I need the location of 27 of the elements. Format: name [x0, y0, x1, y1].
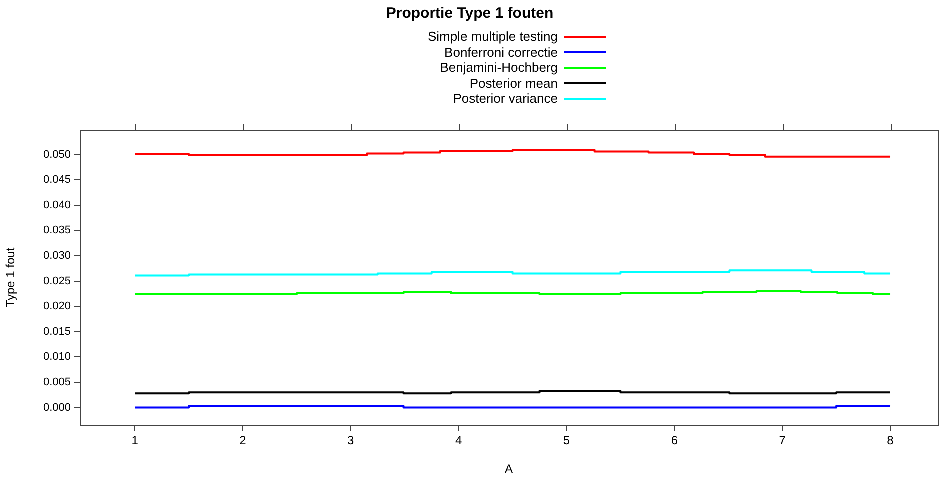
y-tick-label: 0.010	[43, 351, 71, 364]
x-tick-label: 7	[779, 434, 786, 448]
y-tick-label: 0.045	[43, 174, 71, 186]
x-tick-label: 8	[887, 434, 894, 448]
x-tick-label: 3	[348, 434, 355, 448]
y-tick-label: 0.025	[43, 275, 71, 288]
y-tick-label: 0.005	[43, 376, 71, 389]
y-tick-label: 0.040	[43, 199, 71, 212]
chart-title: Proportie Type 1 fouten	[385, 5, 555, 22]
x-tick-label: 6	[671, 434, 678, 448]
x-tick-label: 2	[240, 434, 247, 448]
y-tick-label: 0.000	[43, 402, 71, 414]
y-tick-label: 0.050	[43, 148, 71, 161]
y-axis-title: Type 1 fout	[4, 247, 18, 308]
x-tick-label: 4	[455, 434, 462, 448]
x-tick-label: 1	[132, 434, 139, 448]
y-tick-label: 0.035	[43, 224, 71, 237]
y-tick-label: 0.015	[43, 326, 71, 338]
x-tick-label: 5	[563, 434, 570, 448]
legend-label: Simple multiple testing	[426, 29, 558, 44]
legend-label: Bonferroni correctie	[444, 44, 558, 60]
legend-label: Benjamini-Hochberg	[439, 60, 558, 76]
y-tick-label: 0.020	[43, 300, 71, 313]
legend-label: Posterior variance	[452, 91, 558, 106]
x-axis-title: A	[504, 462, 514, 476]
legend-label: Posterior mean	[468, 76, 558, 91]
y-tick-label: 0.030	[43, 250, 71, 262]
